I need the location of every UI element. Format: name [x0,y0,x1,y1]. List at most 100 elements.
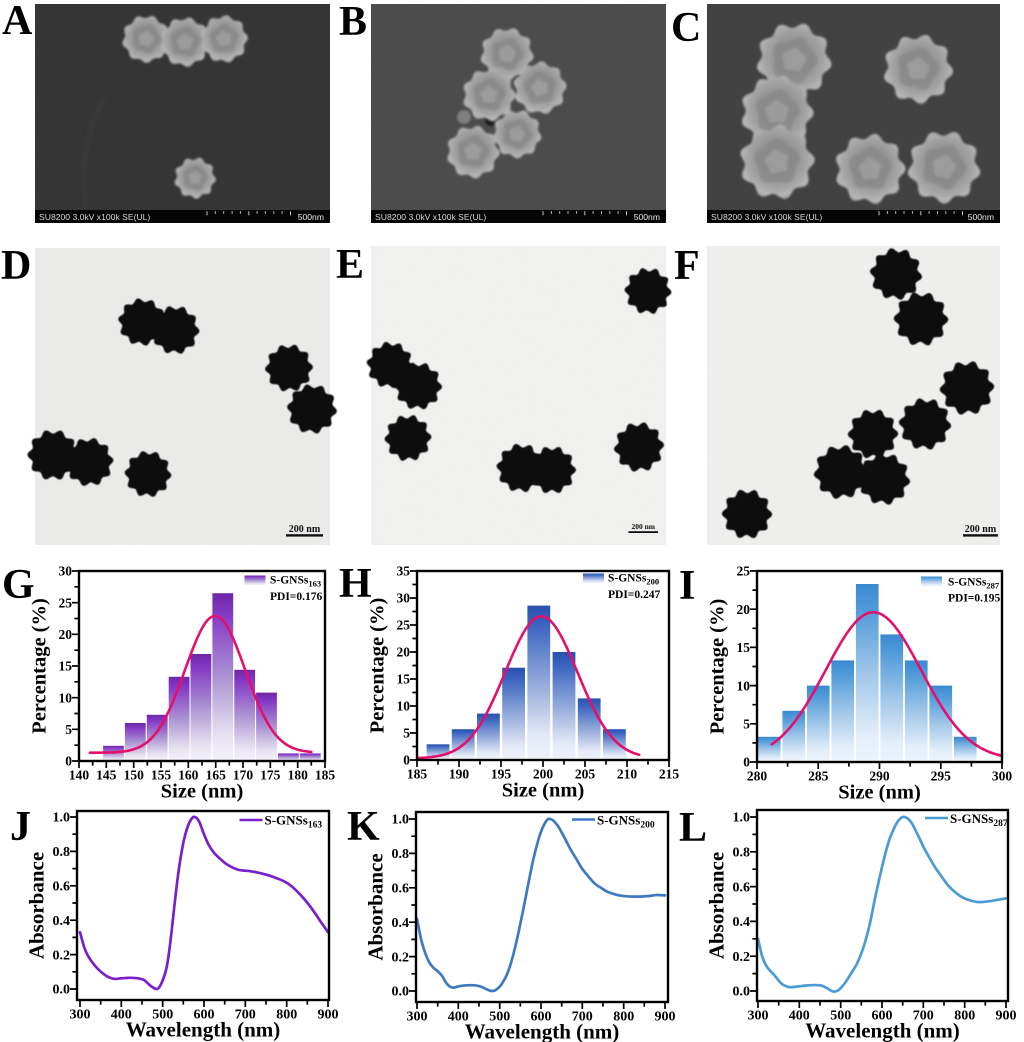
svg-text:285: 285 [808,769,829,784]
svg-text:195: 195 [491,767,512,782]
svg-text:1.0: 1.0 [53,811,71,826]
svg-text:215: 215 [659,767,680,782]
svg-text:200 nm: 200 nm [631,522,655,531]
svg-text:15: 15 [397,672,411,687]
svg-text:SU8200 3.0kV x100k SE(UL): SU8200 3.0kV x100k SE(UL) [39,212,150,222]
svg-text:30: 30 [397,591,411,606]
svg-text:155: 155 [151,768,172,783]
svg-text:210: 210 [617,767,638,782]
svg-text:Size (nm): Size (nm) [161,781,244,803]
svg-text:295: 295 [931,769,952,784]
svg-text:S-GNSs163: S-GNSs163 [270,575,321,589]
svg-text:180: 180 [288,768,309,783]
svg-text:0.0: 0.0 [392,985,410,1000]
svg-text:0.4: 0.4 [53,914,71,929]
svg-text:400: 400 [448,1010,469,1025]
svg-text:600: 600 [194,1008,215,1023]
svg-text:H: H [339,561,372,607]
svg-text:700: 700 [572,1010,593,1025]
svg-text:10: 10 [59,690,73,705]
svg-text:165: 165 [206,768,227,783]
svg-text:0.4: 0.4 [392,916,410,931]
svg-text:0.2: 0.2 [53,948,71,963]
svg-text:190: 190 [449,767,470,782]
svg-text:500: 500 [152,1008,173,1023]
svg-text:25: 25 [59,595,73,610]
svg-text:140: 140 [69,768,90,783]
svg-text:10: 10 [397,699,411,714]
svg-text:185: 185 [315,768,336,783]
svg-text:Absorbance: Absorbance [25,852,49,959]
svg-text:F: F [674,243,700,289]
svg-text:A: A [2,0,33,44]
svg-text:200 nm: 200 nm [289,524,321,535]
svg-text:400: 400 [111,1008,132,1023]
svg-text:700: 700 [913,1009,934,1024]
svg-text:J: J [10,804,31,850]
svg-text:Percentage (%): Percentage (%) [707,599,729,735]
svg-text:30: 30 [59,564,73,579]
svg-text:Absorbance: Absorbance [705,852,729,959]
svg-text:0.2: 0.2 [392,950,410,965]
svg-text:5: 5 [403,726,410,741]
svg-text:150: 150 [124,768,145,783]
svg-text:145: 145 [96,768,117,783]
svg-text:20: 20 [59,627,73,642]
svg-text:Wavelength (nm): Wavelength (nm) [465,1020,620,1042]
svg-text:300: 300 [992,769,1013,784]
svg-text:170: 170 [233,768,254,783]
svg-text:I: I [679,563,695,609]
svg-text:G: G [2,562,35,608]
svg-text:0.8: 0.8 [733,846,751,861]
svg-text:15: 15 [737,640,751,655]
svg-text:25: 25 [737,564,751,579]
svg-text:S-GNSs287: S-GNSs287 [948,577,1000,591]
svg-text:500nm: 500nm [968,212,994,222]
svg-text:C: C [671,5,701,51]
svg-text:SU8200 3.0kV x100k SE(UL): SU8200 3.0kV x100k SE(UL) [711,212,822,222]
svg-text:500: 500 [830,1009,851,1024]
svg-text:Wavelength (nm): Wavelength (nm) [805,1019,960,1042]
svg-text:185: 185 [407,767,428,782]
svg-text:0: 0 [743,755,750,770]
svg-text:500nm: 500nm [634,212,660,222]
svg-text:0.0: 0.0 [733,985,751,1000]
svg-text:500: 500 [489,1010,510,1025]
svg-text:800: 800 [954,1009,975,1024]
svg-text:0.8: 0.8 [53,845,71,860]
svg-text:35: 35 [397,564,411,579]
svg-text:SU8200 3.0kV x100k SE(UL): SU8200 3.0kV x100k SE(UL) [375,212,486,222]
svg-text:205: 205 [575,767,596,782]
svg-text:Wavelength (nm): Wavelength (nm) [126,1018,281,1042]
svg-text:Size (nm): Size (nm) [838,782,921,804]
svg-text:20: 20 [397,645,411,660]
svg-text:S-GNSs200: S-GNSs200 [608,573,659,587]
svg-text:Percentage (%): Percentage (%) [29,598,51,734]
svg-text:800: 800 [613,1010,634,1025]
svg-text:20: 20 [737,602,751,617]
svg-text:175: 175 [260,768,281,783]
svg-text:5: 5 [65,722,72,737]
svg-text:900: 900 [996,1009,1017,1024]
svg-text:0.6: 0.6 [392,882,410,897]
svg-text:Percentage (%): Percentage (%) [367,598,389,734]
svg-text:600: 600 [872,1009,893,1024]
svg-text:PDI=0.176: PDI=0.176 [270,591,322,603]
svg-text:K: K [347,804,380,850]
svg-text:5: 5 [743,717,750,732]
svg-text:160: 160 [178,768,199,783]
svg-text:300: 300 [70,1008,91,1023]
svg-text:700: 700 [235,1008,256,1023]
svg-text:300: 300 [748,1009,769,1024]
svg-text:0.6: 0.6 [733,880,751,895]
svg-text:PDI=0.195: PDI=0.195 [948,593,1000,605]
svg-text:800: 800 [276,1008,297,1023]
svg-text:E: E [336,242,364,288]
svg-text:500nm: 500nm [298,212,324,222]
svg-text:290: 290 [869,769,890,784]
svg-text:L: L [679,805,707,851]
svg-text:Absorbance: Absorbance [364,853,388,960]
svg-text:0.2: 0.2 [733,950,751,965]
svg-text:15: 15 [59,659,73,674]
svg-text:300: 300 [407,1010,428,1025]
